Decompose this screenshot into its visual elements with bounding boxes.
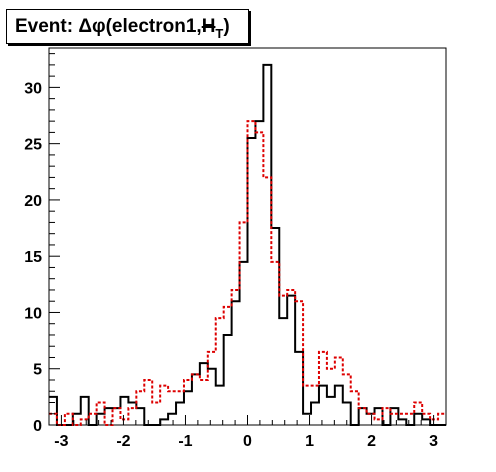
y-tick-label: 20	[24, 193, 42, 210]
chart-title-symbol: H	[201, 16, 216, 37]
chart-title-subscript: T	[215, 26, 224, 41]
y-tick-label: 25	[24, 137, 42, 154]
x-tick-label: 0	[243, 433, 252, 450]
x-tick-label: 3	[429, 433, 438, 450]
y-tick-label: 15	[24, 249, 42, 266]
x-tick-label: -2	[116, 433, 130, 450]
x-tick-label: -1	[178, 433, 192, 450]
y-tick-label: 0	[33, 418, 42, 435]
chart-title-prefix: Event: Δφ(electron1,	[15, 16, 202, 37]
histogram-series-solid	[49, 63, 446, 426]
x-tick-label: -3	[54, 433, 68, 450]
x-tick-label: 1	[305, 433, 314, 450]
chart-title-box: Event: Δφ(electron1,HT)	[6, 9, 249, 44]
chart-title-close: )	[223, 16, 230, 37]
x-tick-label: 2	[367, 433, 376, 450]
histogram-series-dotted	[49, 120, 446, 426]
y-tick-label: 5	[33, 362, 42, 379]
y-tick-label: 10	[24, 305, 42, 322]
chart-title: Event: Δφ(electron1,HT)	[15, 16, 230, 41]
y-tick-label: 30	[24, 80, 42, 97]
